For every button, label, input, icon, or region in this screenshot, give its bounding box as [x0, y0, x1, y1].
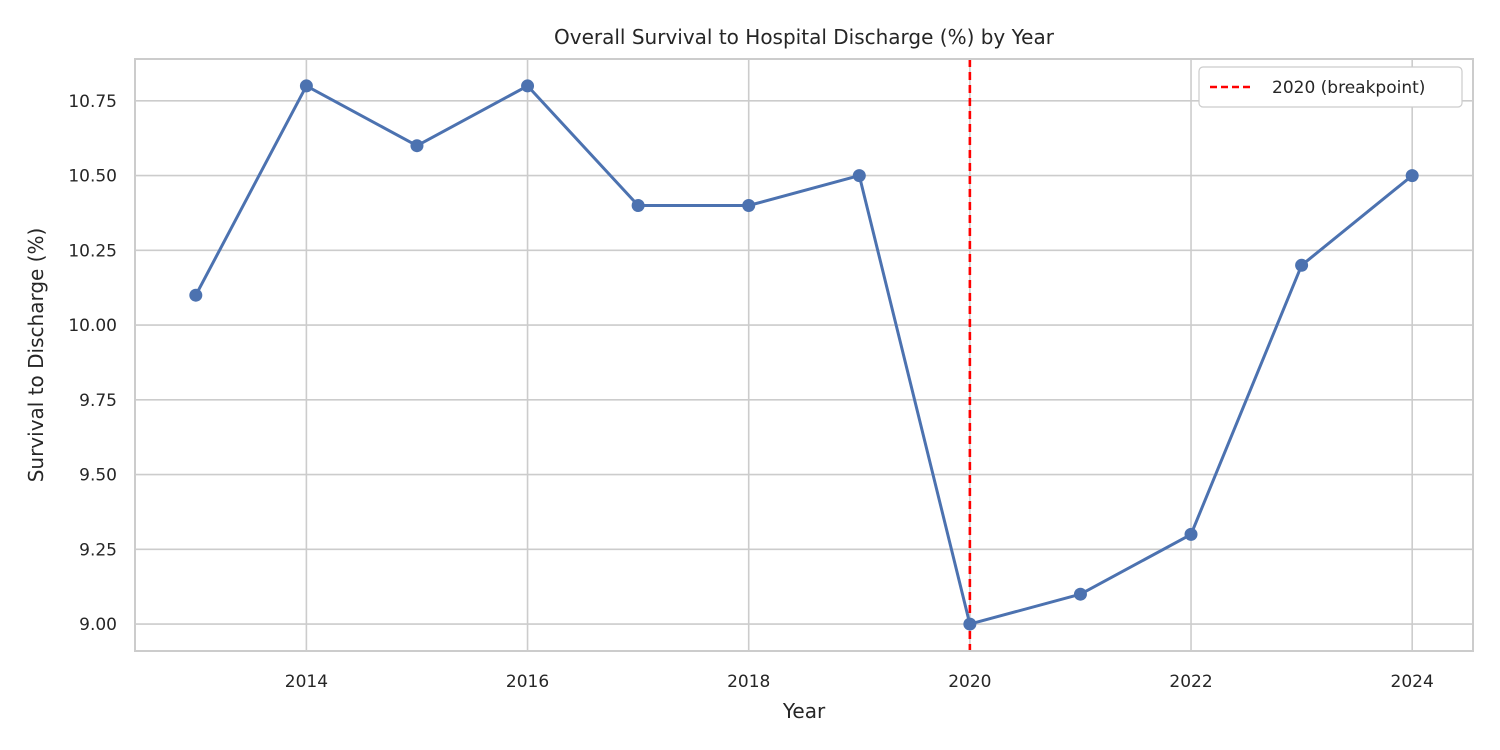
plot-frame — [134, 58, 1474, 652]
legend-box — [1198, 66, 1463, 108]
data-point — [410, 139, 424, 153]
y-tick-label: 10.00 — [68, 316, 117, 336]
data-point — [1405, 169, 1419, 183]
x-tick-label: 2020 — [948, 672, 991, 692]
legend: 2020 (breakpoint) — [1198, 66, 1463, 108]
x-tick-label: 2016 — [506, 672, 549, 692]
chart-title: Overall Survival to Hospital Discharge (… — [554, 25, 1055, 49]
y-tick-label: 9.00 — [79, 615, 117, 635]
y-tick-label: 9.50 — [79, 466, 117, 486]
x-tick-label: 2024 — [1391, 672, 1434, 692]
y-tick-label: 9.25 — [79, 540, 117, 560]
data-point — [1295, 258, 1309, 272]
x-tick-label: 2014 — [285, 672, 328, 692]
data-point — [189, 288, 203, 302]
y-tick-label: 10.75 — [68, 92, 117, 112]
tick-labels: 9.00 9.25 9.50 9.75 10.00 10.25 10.50 10.75 2014… — [68, 92, 1433, 692]
y-tick-label: 10.50 — [68, 167, 117, 187]
legend-label-reference: 2020 (breakpoint) — [1272, 78, 1425, 98]
data-point — [299, 79, 313, 93]
data-point — [1184, 527, 1198, 541]
y-axis-title: Survival to Discharge (%) — [24, 228, 48, 483]
x-axis-title: Year — [782, 699, 826, 723]
y-tick-label: 10.25 — [68, 241, 117, 261]
series-line — [194, 84, 1414, 626]
data-point — [963, 617, 977, 631]
data-point — [1073, 587, 1087, 601]
series-layer — [189, 79, 1419, 631]
data-point — [852, 169, 866, 183]
axes-spines — [134, 58, 1474, 652]
x-tick-label: 2022 — [1169, 672, 1212, 692]
x-tick-label: 2018 — [727, 672, 770, 692]
data-point — [742, 199, 756, 213]
data-point — [631, 199, 645, 213]
y-tick-label: 9.75 — [79, 391, 117, 411]
data-point — [521, 79, 535, 93]
